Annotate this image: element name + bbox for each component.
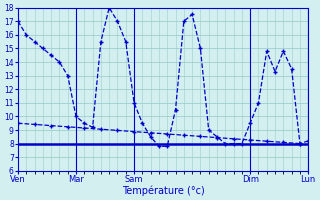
X-axis label: Température (°c): Température (°c)	[122, 185, 204, 196]
